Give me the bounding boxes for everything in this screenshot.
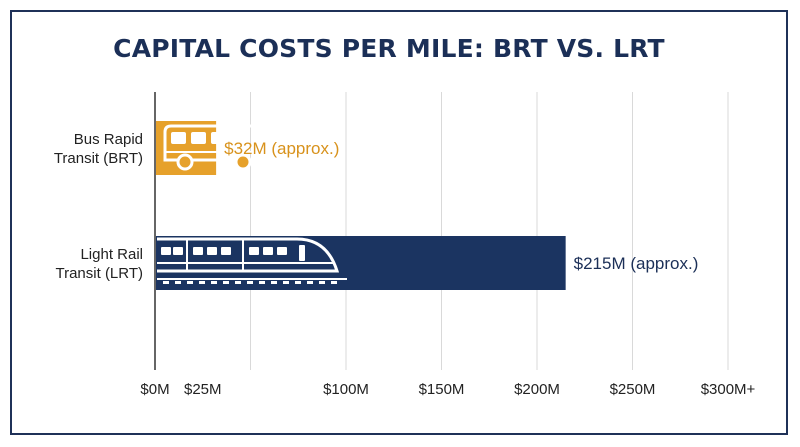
data-label-1: $215M (approx.) (574, 254, 699, 273)
bus-icon (163, 124, 267, 171)
train-icon (157, 237, 347, 284)
category-label-0-line2: Transit (BRT) (54, 150, 143, 167)
x-tick-label-1: $25M (184, 381, 222, 398)
x-tick-label-6: $300M+ (701, 381, 756, 398)
x-tick-label-5: $250M (610, 381, 656, 398)
category-label-1-line2: Transit (LRT) (55, 265, 143, 282)
category-label-0-line1: Bus Rapid (74, 131, 143, 148)
chart-frame (10, 10, 788, 435)
chart-title: CAPITAL COSTS PER MILE: BRT VS. LRT (113, 34, 665, 63)
data-label-0: $32M (approx.) (224, 139, 339, 158)
x-tick-label-3: $150M (419, 381, 465, 398)
x-tick-label-0: $0M (140, 381, 169, 398)
category-label-1-line1: Light Rail (80, 246, 143, 263)
x-tick-label-2: $100M (323, 381, 369, 398)
x-tick-label-4: $200M (514, 381, 560, 398)
